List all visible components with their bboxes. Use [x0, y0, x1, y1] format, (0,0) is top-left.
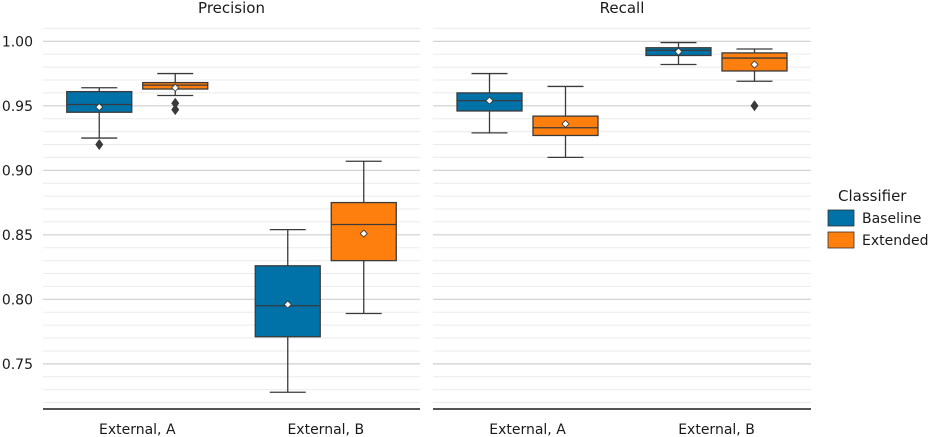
y-tick-label: 0.75: [2, 357, 33, 373]
legend-label-extended: Extended: [862, 233, 929, 249]
legend: Classifier Baseline Extended: [827, 187, 929, 249]
box-baseline: [254, 229, 321, 393]
legend-swatch-baseline: [827, 209, 855, 227]
mean-marker: [171, 83, 180, 92]
box-baseline: [645, 41, 712, 66]
mean-marker: [750, 60, 759, 69]
panel-title: Recall: [600, 0, 645, 17]
mean-marker: [485, 96, 494, 105]
mean-marker: [283, 300, 292, 309]
box-extended: [721, 48, 788, 112]
legend-label-baseline: Baseline: [862, 211, 921, 227]
y-tick-label: 0.85: [2, 228, 33, 244]
legend-title: Classifier: [838, 187, 907, 205]
outlier-marker: [750, 100, 759, 112]
box-baseline: [66, 87, 133, 151]
panel-precision: Precision External, A External, B: [43, 0, 420, 437]
y-tick-label: 0.95: [2, 99, 33, 115]
iqr-box: [66, 90, 133, 113]
y-tick-label: 0.80: [2, 292, 33, 308]
box-extended: [532, 85, 599, 159]
mean-marker: [561, 119, 570, 128]
legend-swatch-extended: [827, 231, 855, 249]
box-baseline: [456, 72, 523, 134]
mean-marker: [674, 47, 683, 56]
y-tick-label: 1.00: [2, 34, 33, 50]
box-extended: [142, 72, 209, 116]
panels-layer: Precision External, A External, B Recall Ext…: [43, 0, 811, 437]
x-tick-label: External, A: [489, 422, 566, 437]
y-axis: 0.75 0.80 0.85 0.90 0.95 1.00: [2, 34, 33, 373]
mean-marker: [359, 229, 368, 238]
panel-title: Precision: [198, 0, 265, 17]
panel-recall: Recall External, A External, B: [433, 0, 811, 437]
outlier-marker: [95, 139, 104, 151]
y-tick-label: 0.90: [2, 163, 33, 179]
x-tick-label: External, B: [678, 422, 755, 437]
x-tick-label: External, A: [99, 422, 176, 437]
x-tick-label: External, B: [287, 422, 364, 437]
outlier-marker: [171, 97, 180, 109]
outlier-marker: [171, 104, 180, 116]
box-extended: [330, 160, 397, 315]
mean-marker: [95, 103, 104, 112]
